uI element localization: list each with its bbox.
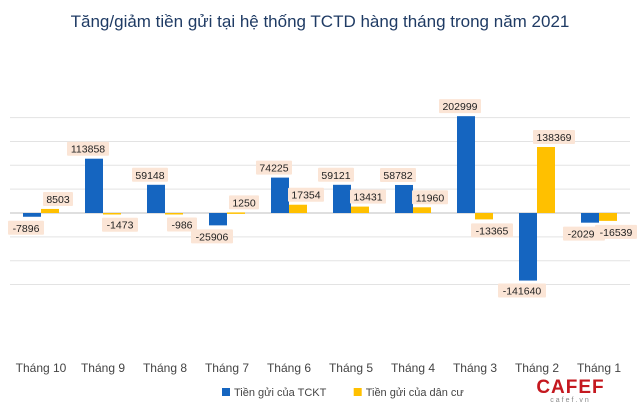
data-label-bg (102, 217, 138, 232)
category-label: Tháng 5 (329, 361, 373, 375)
category-labels: Tháng 10 Tháng 9 Tháng 8 Tháng 7 Tháng 6 Thán… (16, 361, 622, 375)
bar-dancu (289, 204, 307, 213)
data-label-bg (67, 141, 109, 156)
bar-dancu (165, 213, 183, 215)
legend-label: Tiền gửi của dân cư (366, 387, 465, 399)
data-label-bg (8, 220, 44, 235)
data-label-bg (350, 189, 386, 204)
legend: Tiền gửi của TCKT Tiền gửi của dân cư (222, 387, 464, 399)
data-label: 58782 (383, 170, 412, 182)
bar-tckt (23, 213, 41, 217)
bar-tckt (85, 158, 103, 213)
chart-title: Tăng/giảm tiền gửi tại hệ thống TCTD hàn… (70, 12, 570, 31)
data-label: 11960 (416, 192, 445, 204)
bar-dancu (103, 213, 121, 215)
data-label: 74225 (259, 163, 288, 175)
data-label: 59121 (321, 170, 350, 182)
bar-dancu (351, 206, 369, 213)
data-label: -986 (171, 219, 192, 231)
data-label-bg (412, 190, 448, 205)
bar-tckt (209, 213, 227, 226)
data-label-bg (191, 229, 233, 244)
data-label: -20296 (568, 229, 601, 241)
data-label-bg (132, 167, 168, 182)
data-label-bg (533, 129, 575, 144)
data-label: -141640 (503, 286, 542, 298)
data-label: -16539 (600, 227, 633, 239)
data-label: 13431 (353, 192, 382, 204)
data-label-bg (43, 191, 73, 206)
category-label: Tháng 6 (267, 361, 311, 375)
category-label: Tháng 7 (205, 361, 249, 375)
bar-tckt (581, 213, 599, 223)
logo-domain: cafef.vn (550, 397, 591, 404)
data-label-bg (595, 224, 637, 239)
data-label-bg (288, 187, 324, 202)
data-label-bg (498, 283, 546, 298)
bar-tckt (147, 184, 165, 213)
data-label: 113858 (71, 144, 105, 156)
bars (23, 116, 617, 281)
data-label: 59148 (135, 170, 164, 182)
bar-dancu (537, 146, 555, 213)
logo-brand: CAFEF (536, 377, 605, 398)
bar-tckt (395, 184, 413, 213)
bar-tckt (333, 184, 351, 213)
bar-dancu (599, 213, 617, 221)
bar-dancu (413, 207, 431, 213)
category-label: Tháng 1 (577, 361, 621, 375)
category-label: Tháng 8 (143, 361, 187, 375)
data-label: -25906 (196, 231, 229, 243)
data-label: 17354 (291, 190, 320, 202)
data-label: 138369 (536, 132, 571, 144)
bar-dancu (227, 212, 245, 214)
data-labels: -7896 8503 113858 -1473 59148 -986 -25906 1250 7… (8, 99, 637, 298)
data-label-bg (256, 160, 292, 175)
legend-label: Tiền gửi của TCKT (234, 387, 327, 399)
legend-swatch (353, 388, 362, 396)
bar-dancu (475, 213, 493, 220)
data-label: 1250 (232, 197, 256, 209)
data-label-bg (439, 99, 481, 114)
category-label: Tháng 9 (81, 361, 125, 375)
cafef-logo: CAFEF cafef.vn (513, 378, 628, 404)
legend-swatch (222, 388, 230, 396)
data-label-bg (563, 226, 605, 241)
bar-tckt (457, 116, 475, 213)
data-label-bg (229, 195, 259, 210)
data-label-bg (318, 167, 354, 182)
data-label: 202999 (442, 101, 477, 113)
data-label: -13365 (476, 225, 509, 237)
bar-dancu (41, 208, 59, 213)
category-label: Tháng 10 (16, 361, 67, 375)
category-label: Tháng 2 (515, 361, 559, 375)
category-label: Tháng 4 (391, 361, 435, 375)
category-label: Tháng 3 (453, 361, 497, 375)
data-label: 8503 (46, 194, 70, 206)
bar-tckt (271, 177, 289, 213)
data-label-bg (167, 217, 197, 232)
data-label-bg (471, 223, 513, 238)
bar-tckt (519, 213, 537, 281)
data-label-bg (380, 167, 416, 182)
data-label: -7896 (13, 223, 40, 235)
data-label: -1473 (107, 220, 134, 232)
